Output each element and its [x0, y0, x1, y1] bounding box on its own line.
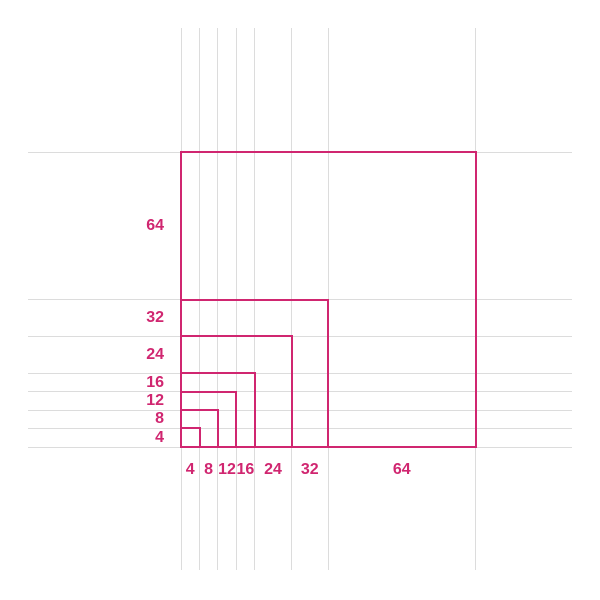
left-size-label-16: 16: [146, 373, 164, 391]
bottom-size-label-8: 8: [204, 461, 214, 478]
grid-hline-16: [28, 372, 572, 374]
left-size-label-64: 64: [146, 217, 164, 235]
grid-hline-8: [28, 409, 572, 411]
bottom-size-label-64: 64: [392, 461, 411, 478]
bottom-size-label-4: 4: [185, 461, 195, 478]
left-size-label-8: 8: [155, 410, 164, 428]
bottom-size-label-32: 32: [300, 461, 319, 478]
grid-hline-24: [28, 336, 572, 338]
bottom-size-label-12: 12: [218, 461, 236, 478]
left-size-label-12: 12: [146, 392, 164, 409]
left-size-label-4: 4: [155, 428, 164, 446]
left-size-label-24: 24: [146, 346, 164, 363]
left-size-label-32: 32: [146, 309, 164, 327]
scale-square-4: [179, 427, 201, 449]
grid-hline-12: [28, 391, 572, 393]
grid-hline-4: [28, 428, 572, 430]
bottom-size-label-24: 24: [264, 461, 282, 478]
bottom-size-label-16: 16: [236, 461, 255, 478]
